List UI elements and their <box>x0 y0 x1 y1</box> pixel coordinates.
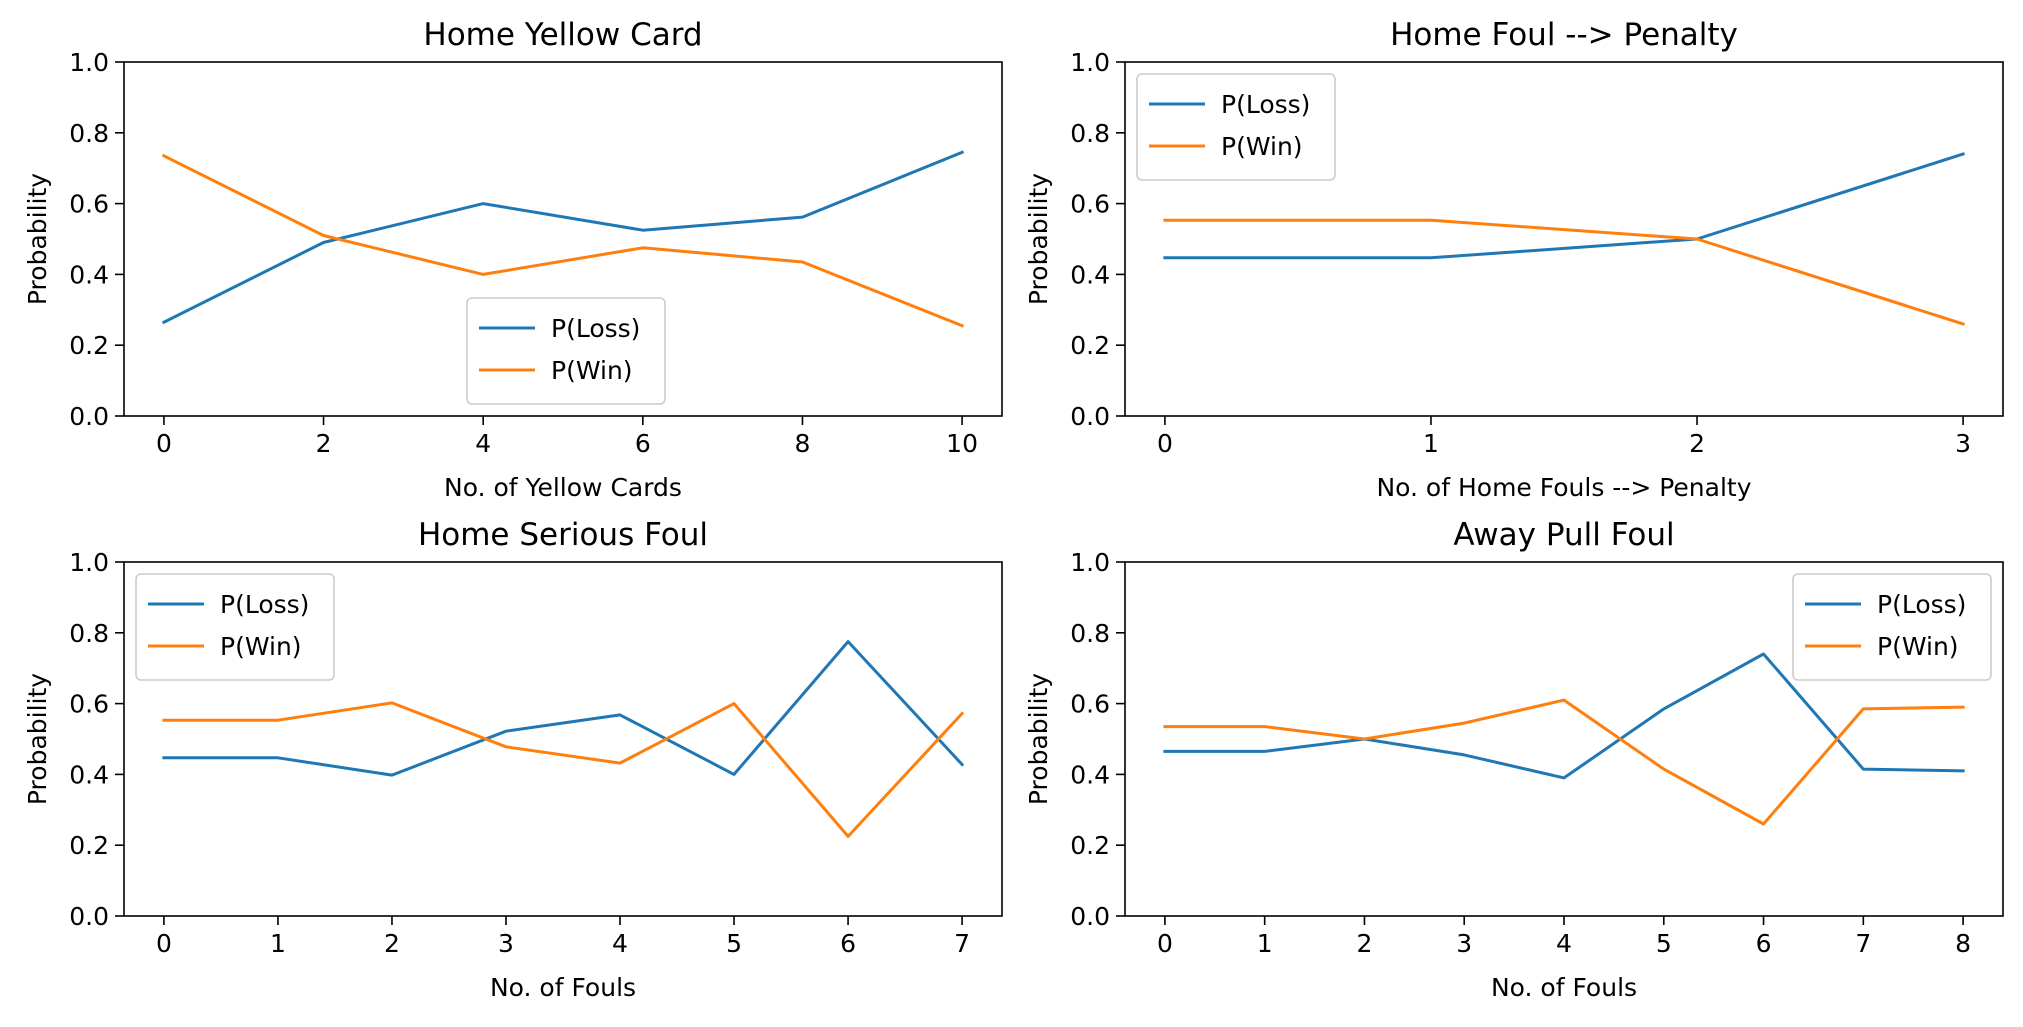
y-tick-label: 0.0 <box>69 902 109 931</box>
y-tick-label: 1.0 <box>1070 548 1110 577</box>
x-tick-label: 7 <box>1855 929 1871 958</box>
y-tick-label: 1.0 <box>1070 48 1110 77</box>
y-tick-label: 0.6 <box>69 190 109 219</box>
chart-title: Home Foul --> Penalty <box>1390 17 1738 53</box>
x-tick-label: 3 <box>1456 929 1472 958</box>
x-tick-label: 6 <box>635 429 651 458</box>
y-tick-label: 0.6 <box>1070 690 1110 719</box>
axes-frame <box>123 561 1003 917</box>
legend: P(Loss) P(Win) <box>135 573 335 681</box>
x-tick-label: 4 <box>612 929 628 958</box>
chart-panel-4: 0 1 2 3 4 5 6 7 8 0.0 0.2 0.4 0.6 0.8 1.0 Away Pull Fou… <box>1024 517 2004 1002</box>
x-tick-label: 2 <box>1689 429 1705 458</box>
x-tick-label: 2 <box>384 929 400 958</box>
x-tick-label: 7 <box>954 929 970 958</box>
x-tick-label: 2 <box>316 429 332 458</box>
x-axis-label: No. of Yellow Cards <box>444 473 682 502</box>
axes-frame <box>123 61 1003 417</box>
axes-frame <box>1124 61 2004 417</box>
x-axis-label: No. of Fouls <box>490 973 636 1002</box>
y-tick-label: 0.8 <box>1070 619 1110 648</box>
legend-label-win: P(Win) <box>1877 632 1959 661</box>
chart-title: Home Yellow Card <box>423 17 702 53</box>
x-tick-label: 8 <box>1955 929 1971 958</box>
legend-label-loss: P(Loss) <box>220 590 309 619</box>
y-tick-label: 0.4 <box>69 760 109 789</box>
y-axis-label: Probability <box>1024 173 1053 305</box>
x-tick-label: 0 <box>1157 929 1173 958</box>
series-line-win <box>1163 698 1965 826</box>
y-tick-label: 0.8 <box>1070 119 1110 148</box>
y-tick-label: 0.2 <box>69 331 109 360</box>
x-tick-label: 2 <box>1357 929 1373 958</box>
legend-label-win: P(Win) <box>1221 132 1303 161</box>
legend-box <box>1792 573 1992 681</box>
y-tick-label: 1.0 <box>69 48 109 77</box>
y-tick-label: 0.2 <box>1070 831 1110 860</box>
x-tick-label: 0 <box>1157 429 1173 458</box>
y-tick-label: 0.2 <box>69 831 109 860</box>
legend-label-loss: P(Loss) <box>551 314 640 343</box>
y-axis-label: Probability <box>1024 673 1053 805</box>
legend: P(Loss) P(Win) <box>466 297 666 405</box>
chart-title: Home Serious Foul <box>418 517 708 553</box>
chart-panel-3: 0 1 2 3 4 5 6 7 0.0 0.2 0.4 0.6 0.8 1.0 Home Serious F… <box>23 517 1003 1002</box>
x-tick-label: 1 <box>1257 929 1273 958</box>
series-line-win <box>161 153 965 328</box>
x-tick-label: 5 <box>726 929 742 958</box>
x-tick-label: 3 <box>498 929 514 958</box>
legend-label-win: P(Win) <box>551 356 633 385</box>
y-axis-label: Probability <box>23 173 52 305</box>
y-tick-label: 0.0 <box>1070 902 1110 931</box>
y-tick-label: 0.6 <box>69 690 109 719</box>
chart-panel-1: 0 2 4 6 8 10 0.0 0.2 0.4 0.6 0.8 1.0 Home Yellow Car… <box>23 17 1003 502</box>
x-tick-label: 1 <box>270 929 286 958</box>
series-line-loss <box>1163 152 1965 260</box>
series-line-loss <box>162 640 965 777</box>
chart-title: Away Pull Foul <box>1453 517 1674 553</box>
chart-panel-2: 0 1 2 3 0.0 0.2 0.4 0.6 0.8 1.0 Home Foul --> Pena… <box>1024 17 2004 502</box>
legend-box <box>135 573 335 681</box>
x-tick-label: 4 <box>1556 929 1572 958</box>
series-line-loss <box>161 150 965 325</box>
x-tick-label: 8 <box>795 429 811 458</box>
legend-label-loss: P(Loss) <box>1221 90 1310 119</box>
y-tick-label: 0.4 <box>1070 260 1110 289</box>
legend-box <box>1136 73 1336 181</box>
y-tick-label: 0.2 <box>1070 331 1110 360</box>
x-tick-label: 0 <box>156 429 172 458</box>
x-tick-label: 4 <box>475 429 491 458</box>
x-tick-label: 3 <box>1955 429 1971 458</box>
y-tick-label: 0.4 <box>69 260 109 289</box>
y-tick-label: 0.0 <box>1070 402 1110 431</box>
y-tick-label: 1.0 <box>69 548 109 577</box>
x-tick-label: 6 <box>840 929 856 958</box>
y-tick-label: 0.4 <box>1070 760 1110 789</box>
legend: P(Loss) P(Win) <box>1792 573 1992 681</box>
y-tick-label: 0.6 <box>1070 190 1110 219</box>
y-tick-label: 0.0 <box>69 402 109 431</box>
legend-label-win: P(Win) <box>220 632 302 661</box>
x-tick-label: 6 <box>1756 929 1772 958</box>
x-tick-label: 10 <box>946 429 978 458</box>
x-tick-label: 0 <box>156 929 172 958</box>
x-tick-label: 5 <box>1656 929 1672 958</box>
y-tick-label: 0.8 <box>69 619 109 648</box>
x-tick-label: 1 <box>1423 429 1439 458</box>
x-axis-label: No. of Home Fouls --> Penalty <box>1376 473 1751 502</box>
series-line-loss <box>1163 652 1965 780</box>
legend-box <box>466 297 666 405</box>
y-tick-label: 0.8 <box>69 119 109 148</box>
series-line-win <box>162 701 965 838</box>
series-line-win <box>1163 218 1965 326</box>
x-axis-label: No. of Fouls <box>1491 973 1637 1002</box>
legend: P(Loss) P(Win) <box>1136 73 1336 181</box>
y-axis-label: Probability <box>23 673 52 805</box>
legend-label-loss: P(Loss) <box>1877 590 1966 619</box>
